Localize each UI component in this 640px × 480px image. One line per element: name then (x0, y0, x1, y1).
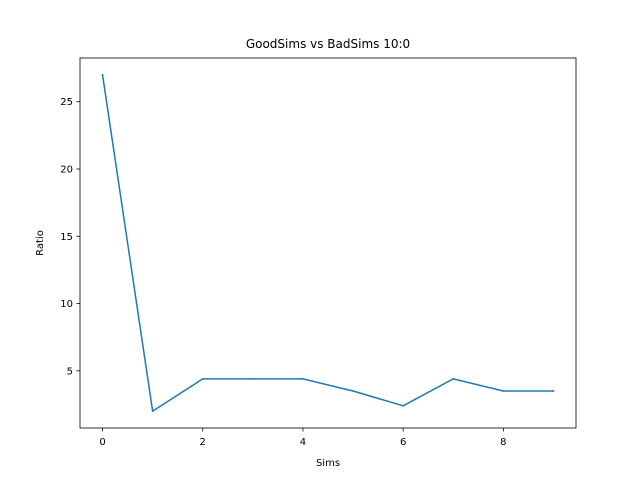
x-tick-label: 0 (99, 437, 105, 448)
x-axis-label: Sims (316, 458, 340, 469)
x-tick-label: 4 (300, 437, 306, 448)
x-tick-label: 8 (500, 437, 506, 448)
data-point (502, 390, 505, 392)
data-point (252, 378, 254, 380)
y-tick-label: 15 (60, 232, 73, 243)
plot-frame (79, 57, 577, 429)
data-point (352, 390, 354, 392)
axis-ticks: 0 2 4 6 8 5 10 15 20 25 (60, 97, 506, 448)
data-point (452, 378, 455, 380)
data-point (101, 74, 104, 76)
x-tick-label: 6 (400, 437, 406, 448)
data-point (201, 378, 204, 380)
series-line-0 (101, 73, 555, 412)
chart-title: GoodSims vs BadSims 10:0 (246, 37, 410, 51)
y-tick-label: 5 (67, 366, 73, 377)
y-tick-label: 25 (60, 97, 73, 108)
y-tick-label: 20 (60, 165, 73, 176)
data-point (302, 378, 304, 380)
plot-area (101, 73, 555, 412)
y-tick-label: 10 (60, 299, 73, 310)
y-axis-label: Ratio (35, 230, 46, 256)
data-point (402, 405, 404, 407)
data-point (151, 410, 154, 412)
x-tick-label: 2 (200, 437, 206, 448)
data-point (552, 390, 555, 392)
